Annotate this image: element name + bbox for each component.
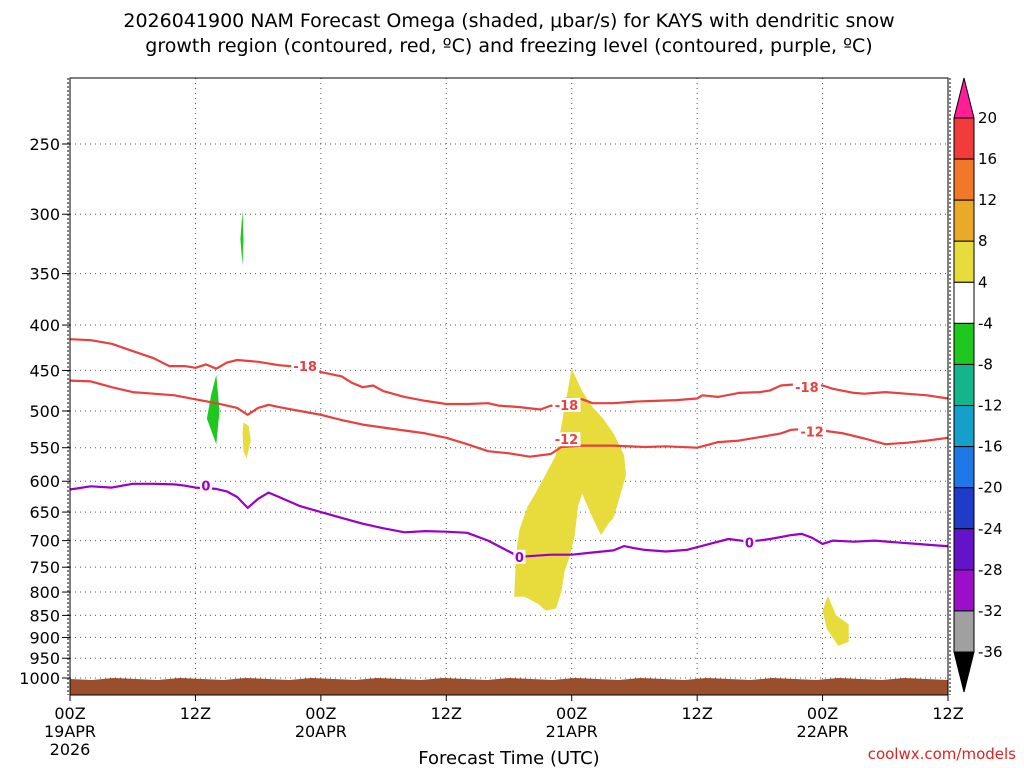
omega-shaded-region — [240, 210, 244, 265]
colorbar-label: 12 — [978, 191, 997, 209]
x-tick-time: 12Z — [431, 704, 462, 723]
x-tick-time: 00Z — [556, 704, 587, 723]
colorbar-swatch — [953, 240, 975, 283]
colorbar-label: -28 — [978, 561, 1003, 579]
colorbar-label: -36 — [978, 643, 1003, 661]
colorbar-swatch — [953, 487, 975, 530]
colorbar: 20 16 12 8 4 -4 -8 -12 -16 -20 -24 -28 -32 -36 — [953, 77, 1003, 693]
contour-label-bg — [743, 535, 756, 550]
colorbar-label: -20 — [978, 479, 1003, 497]
colorbar-swatch — [953, 610, 975, 653]
y-tick-label: 550 — [29, 439, 60, 458]
y-tick-label: 500 — [29, 402, 60, 421]
y-tick-label: 300 — [29, 205, 60, 224]
colorbar-swatch — [953, 363, 975, 407]
colorbar-swatch — [953, 199, 975, 242]
contour-label: 0 — [515, 551, 524, 566]
contour-label: -18 — [293, 360, 317, 375]
omega-shaded-region — [242, 422, 251, 459]
colorbar-bottom-arrow — [953, 651, 975, 693]
contour-label-bg — [792, 380, 821, 395]
y-tick-label: 750 — [29, 558, 60, 577]
x-tick-date: 22APR — [797, 722, 849, 741]
contour-label-bg — [798, 424, 827, 439]
y-tick-label: 900 — [29, 628, 60, 647]
terrain-ground — [70, 678, 948, 695]
y-tick-label: 650 — [29, 503, 60, 522]
colorbar-label: -24 — [978, 520, 1003, 538]
contour-label: -12 — [555, 433, 579, 448]
contour-label-bg — [552, 397, 581, 412]
contour-line-dgz_-12C — [69, 379, 949, 458]
contour-label-bg — [552, 432, 581, 447]
colorbar-label: -16 — [978, 438, 1003, 456]
omega-shading — [206, 210, 849, 646]
colorbar-label: 4 — [978, 273, 988, 291]
x-tick-time: 00Z — [807, 704, 838, 723]
contour-line-dgz_-18C — [69, 338, 949, 411]
contour-label-bg — [199, 478, 212, 493]
omega-shaded-region — [206, 374, 220, 445]
colorbar-swatch — [953, 281, 975, 324]
omega-shaded-region — [514, 368, 627, 611]
y-tick-label: 600 — [29, 472, 60, 491]
colorbar-label: 16 — [978, 150, 997, 168]
colorbar-label: -12 — [978, 397, 1003, 415]
omega-shaded-region — [822, 595, 849, 646]
colorbar-swatch — [953, 322, 975, 365]
colorbar-label: -8 — [978, 355, 993, 373]
x-axis-label: Forecast Time (UTC) — [418, 748, 599, 768]
y-tick-label: 400 — [29, 316, 60, 335]
contour-label: -18 — [795, 381, 819, 396]
y-tick-label: 250 — [29, 135, 60, 154]
contour-label: -18 — [555, 399, 579, 414]
contour-label-bg — [513, 549, 526, 564]
colorbar-swatch — [953, 569, 975, 612]
x-tick-time: 12Z — [180, 704, 211, 723]
colorbar-swatch — [953, 446, 975, 489]
colorbar-label: 8 — [978, 232, 988, 250]
colorbar-label: -4 — [978, 314, 993, 332]
y-tick-label: 1000 — [19, 669, 60, 688]
colorbar-swatch — [953, 405, 975, 448]
x-tick-time: 12Z — [681, 704, 712, 723]
contour-label: -12 — [800, 425, 824, 440]
y-tick-label: 950 — [29, 649, 60, 668]
credit-text: coolwx.com/models — [868, 745, 1016, 763]
contour-label: 0 — [201, 480, 210, 495]
colorbar-top-arrow — [953, 77, 975, 119]
y-tick-label: 700 — [29, 532, 60, 551]
x-tick-time: 12Z — [932, 704, 963, 723]
y-tick-label: 350 — [29, 265, 60, 284]
colorbar-swatch — [953, 158, 975, 201]
y-tick-label: 800 — [29, 583, 60, 602]
colorbar-swatch — [953, 528, 975, 571]
y-tick-label: 850 — [29, 606, 60, 625]
chart-title-line1: 2026041900 NAM Forecast Omega (shaded, μ… — [123, 10, 894, 32]
plot-frame — [69, 77, 949, 696]
colorbar-label: 20 — [978, 109, 997, 127]
x-tick-date: 21APR — [546, 722, 598, 741]
contour-label: 0 — [745, 536, 754, 551]
colorbar-swatch — [953, 117, 975, 160]
y-tick-label: 450 — [29, 361, 60, 380]
chart-title-line2: growth region (contoured, red, ºC) and f… — [145, 35, 872, 57]
colorbar-label: -32 — [978, 602, 1003, 620]
x-tick-time: 00Z — [54, 704, 85, 723]
x-tick-date: 19APR — [44, 722, 96, 741]
contour-label-bg — [291, 359, 320, 374]
contour-labels: -18 -18 -18 -12 -12 0 0 0 — [199, 359, 827, 566]
x-tick-year: 2026 — [50, 740, 91, 759]
x-tick-date: 20APR — [295, 722, 347, 741]
y-axis-ticks: 250 300 350 400 450 500 550 600 650 700 750 800 850 9… — [19, 135, 70, 688]
x-tick-time: 00Z — [305, 704, 336, 723]
